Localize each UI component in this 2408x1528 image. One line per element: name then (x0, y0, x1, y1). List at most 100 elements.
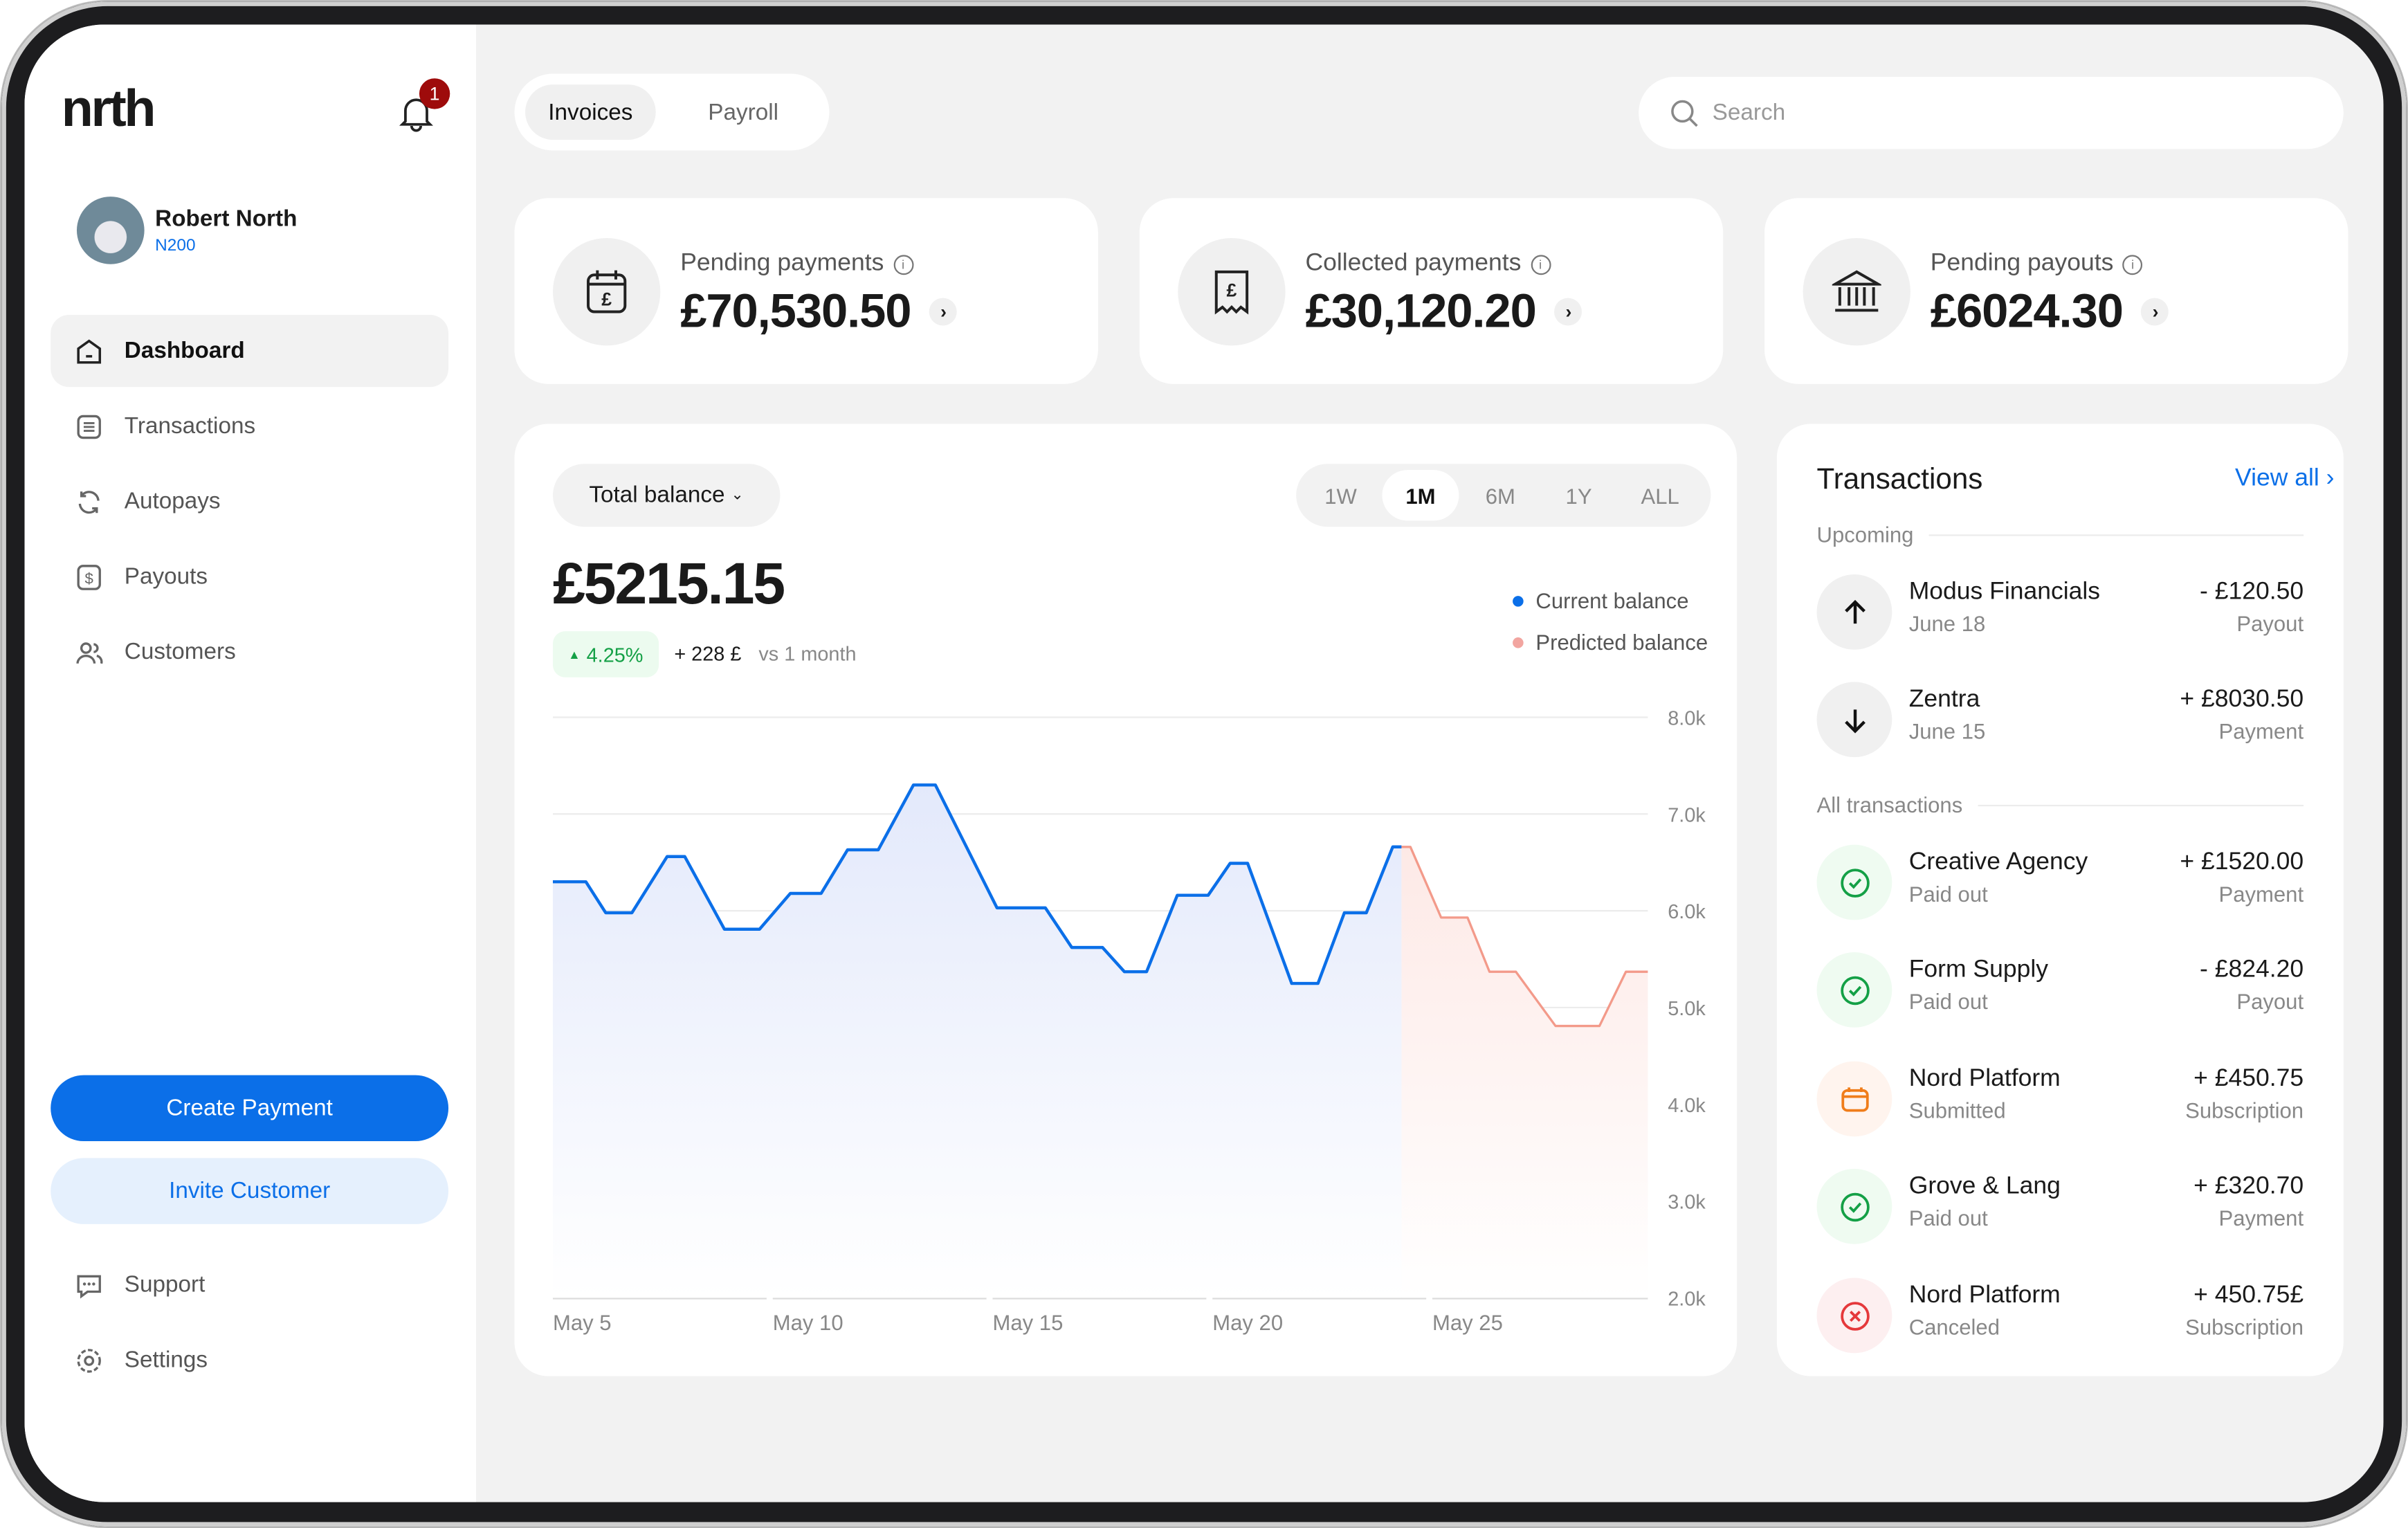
x-tick-label: May 15 (992, 1311, 1063, 1335)
check-circle-icon (1816, 1168, 1892, 1244)
chevron-right-icon[interactable]: › (1554, 298, 1582, 326)
invite-customer-button[interactable]: Invite Customer (51, 1158, 449, 1224)
transaction-name: Nord Platform (1908, 1282, 2061, 1309)
change-percent: 4.25% (586, 642, 644, 666)
legend-predicted: Predicted balance (1513, 629, 1708, 655)
sidebar-item-customers[interactable]: Customers (51, 616, 448, 688)
transaction-row[interactable]: Nord Platform Canceled + 450.75£ Subscri… (1816, 1277, 2304, 1355)
area-current (552, 785, 1402, 1298)
transaction-status: Canceled (1908, 1314, 2000, 1340)
svg-text:£: £ (601, 289, 612, 310)
dollar-icon: $ (75, 563, 103, 590)
sidebar-item-label: Payouts (124, 563, 208, 590)
transaction-name: Form Supply (1908, 956, 2049, 983)
sidebar-item-payouts[interactable]: $ Payouts (51, 540, 448, 612)
sidebar: nrth 1 Robert North N200 Dashboard Trans… (24, 24, 477, 1502)
list-icon (75, 412, 103, 440)
transaction-amount: + £1520.00 (2180, 849, 2304, 876)
legend-label: Current balance (1535, 588, 1689, 613)
x-tick-label: May 20 (1212, 1311, 1283, 1335)
view-all-link[interactable]: View all › (2235, 465, 2335, 492)
change-amount: + 228 £ (674, 642, 742, 666)
chevron-right-icon[interactable]: › (2141, 298, 2169, 326)
transaction-name: Zentra (1908, 686, 1980, 713)
sidebar-item-autopays[interactable]: Autopays (51, 465, 448, 537)
line-predicted (1401, 846, 1648, 1028)
refresh-icon (75, 488, 103, 516)
transaction-status: June 18 (1908, 611, 1986, 636)
triangle-up-icon: ▲ (568, 647, 581, 662)
transaction-row[interactable]: Form Supply Paid out - £824.20 Payout (1816, 952, 2304, 1029)
transaction-type: Payout (2236, 611, 2304, 636)
transactions-title: Transactions (1816, 464, 1983, 496)
logo: nrth (61, 80, 156, 138)
period-1m[interactable]: 1M (1382, 470, 1459, 521)
legend-label: Predicted balance (1535, 629, 1708, 655)
receipt-pound-icon: £ (1178, 238, 1286, 346)
transaction-row[interactable]: Grove & Lang Paid out + £320.70 Payment (1816, 1168, 2304, 1246)
y-tick-label: 3.0k (1668, 1192, 1706, 1214)
stat-amount: £30,120.20 (1305, 284, 1536, 338)
transaction-row[interactable]: Creative Agency Paid out + £1520.00 Paym… (1816, 844, 2304, 922)
section-all: All transactions (1817, 792, 2304, 817)
period-6m[interactable]: 6M (1485, 483, 1515, 508)
info-icon[interactable]: i (2122, 254, 2143, 275)
period-1w[interactable]: 1W (1324, 483, 1357, 508)
info-icon[interactable]: i (893, 254, 913, 275)
sidebar-item-settings[interactable]: Settings (51, 1324, 448, 1396)
sidebar-item-label: Transactions (124, 413, 256, 439)
section-label: All transactions (1816, 792, 1963, 817)
user-name: Robert North (155, 206, 298, 233)
sidebar-item-dashboard[interactable]: Dashboard (51, 314, 449, 388)
transaction-type: Payment (2218, 881, 2304, 907)
transaction-type: Payment (2218, 1206, 2304, 1230)
stat-label: Pending payouts (1930, 250, 2114, 277)
search-icon (1671, 99, 1698, 127)
bell-icon[interactable] (399, 96, 433, 132)
transaction-status: Submitted (1908, 1098, 2006, 1123)
change-badge: ▲ 4.25% (552, 631, 659, 677)
period-1y[interactable]: 1Y (1565, 483, 1592, 508)
x-tick-label: May 25 (1432, 1311, 1503, 1335)
search-input[interactable]: Search (1639, 76, 2344, 149)
transaction-row[interactable]: Nord Platform Submitted + £450.75 Subscr… (1816, 1061, 2304, 1138)
info-icon[interactable]: i (1530, 254, 1551, 275)
stat-label: Collected payments (1305, 250, 1522, 277)
balance-chart: 8.0k 7.0k 6.0k 5.0k 4.0k 3.0k 2.0k May 5 May 10 M… (552, 708, 1706, 1335)
avatar[interactable] (76, 197, 145, 264)
sidebar-item-transactions[interactable]: Transactions (51, 390, 448, 462)
calendar-icon (1816, 1061, 1892, 1137)
transaction-name: Modus Financials (1908, 579, 2101, 606)
balance-type-dropdown[interactable]: Total balance ⌄ (552, 464, 781, 527)
chevron-down-icon: ⌄ (731, 486, 745, 504)
tab-payroll[interactable]: Payroll (708, 99, 779, 125)
chevron-right-icon[interactable]: › (929, 298, 958, 326)
transaction-row[interactable]: Zentra June 15 + £8030.50 Payment (1816, 682, 2304, 758)
notification-badge: 1 (419, 78, 450, 109)
stat-card-pending-payouts: Pending payouts i £6024.30 › (1764, 198, 2348, 384)
arrow-up-icon (1816, 574, 1892, 650)
check-circle-icon (1816, 844, 1892, 920)
transaction-status: June 15 (1908, 718, 1986, 744)
stat-label: Pending payments (680, 250, 884, 277)
tab-invoices[interactable]: Invoices (525, 84, 656, 140)
arrow-down-icon (1816, 682, 1892, 758)
y-tick-label: 8.0k (1668, 708, 1706, 730)
transaction-type: Payout (2236, 989, 2304, 1014)
bank-icon (1803, 238, 1910, 346)
y-tick-label: 4.0k (1668, 1095, 1706, 1117)
transaction-amount: + £8030.50 (2180, 686, 2304, 713)
app-screen: nrth 1 Robert North N200 Dashboard Trans… (24, 24, 2384, 1502)
dropdown-label: Total balance (589, 482, 725, 509)
create-payment-button[interactable]: Create Payment (51, 1075, 449, 1142)
transaction-row[interactable]: Modus Financials June 18 - £120.50 Payou… (1816, 574, 2304, 651)
transaction-type: Subscription (2185, 1314, 2304, 1340)
check-circle-icon (1816, 952, 1892, 1028)
change-compare: vs 1 month (758, 642, 857, 666)
sidebar-item-support[interactable]: Support (51, 1248, 448, 1320)
line-current (552, 783, 1402, 985)
svg-text:$: $ (85, 569, 93, 586)
section-tabs: Invoices Payroll (514, 73, 830, 151)
calendar-pound-icon: £ (552, 238, 661, 346)
period-all[interactable]: ALL (1641, 483, 1679, 508)
